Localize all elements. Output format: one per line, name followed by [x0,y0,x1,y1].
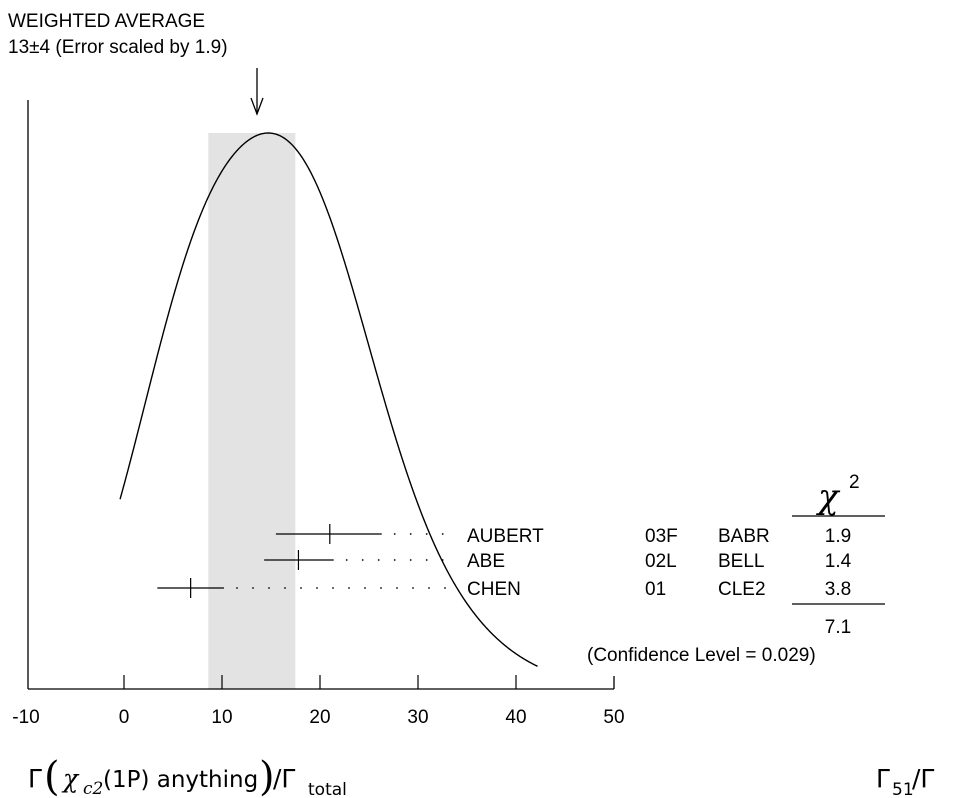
leader-dot [380,587,382,589]
leader-dot [284,587,286,589]
leader-dot [345,559,348,561]
leader-dot [377,559,380,561]
leader-dot [268,587,270,589]
quantity-args: (1P) anything [103,767,258,793]
experiment-0: BABR [718,526,770,547]
weighted-average-title: WEIGHTED AVERAGE [8,11,205,32]
svg-text:χ: χ [61,764,80,793]
chi2-0: 1.9 [825,526,851,547]
x-tick-label: -10 [12,707,39,728]
x-tick-label: 0 [119,707,130,728]
ratio-div: /Γ [912,764,934,793]
ratio-gamma: Γ [876,764,890,793]
svg-text:(1P) anything: (1P) anything [103,767,258,793]
weighted-average-value: 13±4 (Error scaled by 1.9) [8,37,228,58]
leader-dot [396,587,398,589]
author-0: AUBERT [467,526,544,547]
ratio-sub: 51 [892,780,914,798]
leader-dot [393,533,396,535]
leader-dot [252,587,254,589]
x-tick-label: 20 [309,707,330,728]
leader-dot [393,559,396,561]
leader-dot [300,587,302,589]
year-1: 02L [645,551,677,572]
year-2: 01 [645,579,666,600]
weighted-average-band [208,133,296,689]
svg-text:/Γ: /Γ [273,764,295,793]
author-2: CHEN [467,579,521,600]
chi2-total: 7.1 [825,617,851,638]
ratio-label: Γ 51 /Γ [876,764,934,798]
svg-text:total: total [308,780,347,798]
quantity-chi: χ [61,764,80,793]
quantity-gamma: Γ [28,764,42,793]
x-tick-label: 30 [407,707,428,728]
quantity-open-paren: ( [44,754,60,798]
leader-dot [332,587,334,589]
quantity-div: /Γ [273,764,295,793]
leader-dot [444,587,446,589]
leader-dot [409,533,412,535]
quantity-close-paren: ) [259,754,275,798]
chi2-1: 1.4 [825,551,852,572]
quantity-label: Γ ( χ c2 (1P) anything ) /Γ total [28,754,347,798]
leader-dot [441,559,444,561]
x-tick-label: 40 [505,707,526,728]
quantity-total: total [308,780,347,798]
experiment-1: BELL [718,551,764,572]
leader-dot [316,587,318,589]
chi2-header: χ [816,477,841,517]
ideogram-curve [119,132,538,667]
chi2-2: 3.8 [825,579,851,600]
experiment-2: CLE2 [718,579,766,600]
leader-dot [364,587,366,589]
leader-dot [425,559,428,561]
svg-text:Γ: Γ [876,764,890,793]
measurement-table: AUBERT 03F BABR 1.9 ABE 02L BELL 1.4 CHE… [467,526,852,600]
x-tick-label: 10 [211,707,232,728]
year-0: 03F [645,526,678,547]
svg-text:Γ: Γ [28,764,42,793]
leader-dot [361,559,364,561]
svg-text:51: 51 [892,780,914,798]
leader-dot [425,533,428,535]
leader-dot [348,587,350,589]
leader-dot [409,559,412,561]
svg-text:c2: c2 [83,779,103,798]
leader-dot [236,587,238,589]
author-1: ABE [467,551,505,572]
x-tick-label: 50 [603,707,624,728]
leader-dot [428,587,430,589]
chi2-exponent: 2 [849,472,860,493]
leader-dot [412,587,414,589]
leader-dot [441,533,444,535]
confidence-level: (Confidence Level = 0.029) [587,645,816,666]
quantity-chi-sub: c2 [83,779,103,798]
weighted-average-arrow [250,68,264,116]
svg-text:/Γ: /Γ [912,764,934,793]
